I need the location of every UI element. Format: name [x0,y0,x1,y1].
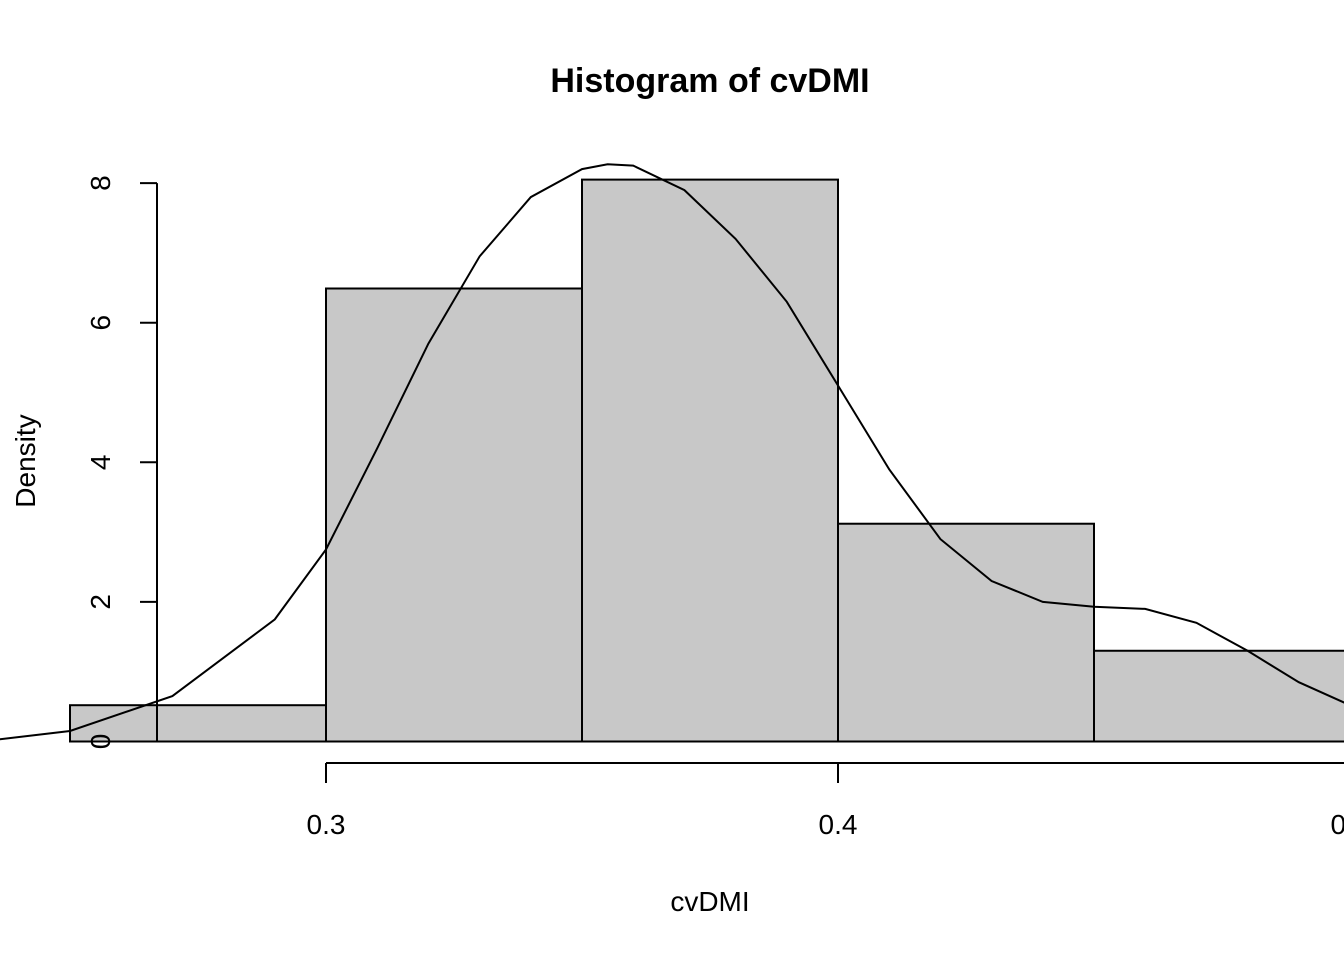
bar-2 [581,178,839,743]
bar-0 [69,704,327,743]
x-tick-label-0: 0.3 [307,809,346,840]
y-tick-label-2: 4 [85,455,116,471]
y-axis-label: Density [10,414,41,507]
bar-4 [1093,649,1344,743]
y-tick-label-3: 6 [85,315,116,331]
y-tick-label-1: 2 [85,594,116,610]
y-tick-label-4: 8 [85,175,116,191]
y-tick-label-0: 0 [85,734,116,750]
y-axis: 0 2 4 6 8 [85,175,158,750]
x-axis: 0.30.40.50.6 [307,762,1344,840]
bar-1 [325,287,583,743]
bar-3 [837,522,1095,743]
x-tick-label-2: 0.5 [1331,809,1344,840]
density-curve [0,163,1344,741]
x-tick-label-1: 0.4 [819,809,858,840]
bars-group [69,178,1344,743]
chart-title: Histogram of cvDMI [550,62,869,100]
x-axis-label: cvDMI [670,886,749,917]
